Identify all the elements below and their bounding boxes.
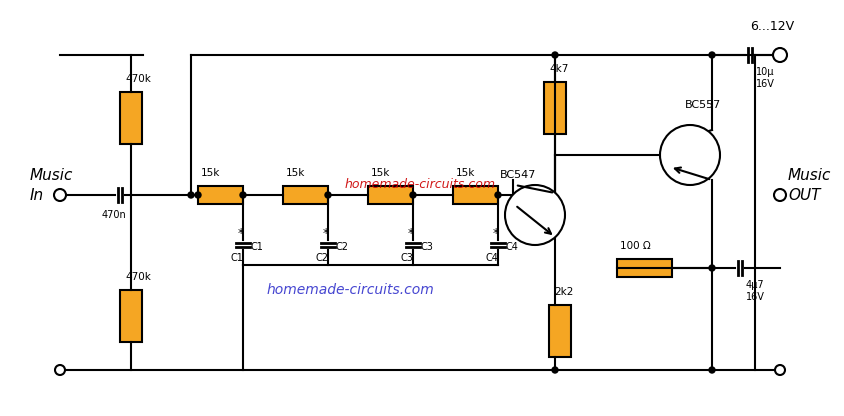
Text: C3: C3 <box>420 242 433 252</box>
Circle shape <box>409 192 415 198</box>
Circle shape <box>195 192 201 198</box>
Text: C2: C2 <box>316 253 328 263</box>
FancyBboxPatch shape <box>549 305 571 357</box>
Text: +: + <box>774 50 784 62</box>
FancyBboxPatch shape <box>283 186 327 204</box>
Text: *: * <box>238 226 244 240</box>
Text: 15k: 15k <box>285 168 305 178</box>
Circle shape <box>54 189 66 201</box>
FancyBboxPatch shape <box>197 186 243 204</box>
Text: BC557: BC557 <box>684 100 721 110</box>
FancyBboxPatch shape <box>452 186 497 204</box>
FancyBboxPatch shape <box>544 82 565 134</box>
Text: C4: C4 <box>506 242 518 252</box>
FancyBboxPatch shape <box>120 92 142 144</box>
Text: 470n: 470n <box>101 210 127 220</box>
Circle shape <box>774 365 784 375</box>
Text: 470k: 470k <box>125 74 151 84</box>
Text: 4k7: 4k7 <box>549 64 568 74</box>
Text: 0: 0 <box>57 366 63 376</box>
Text: 15k: 15k <box>371 168 390 178</box>
Circle shape <box>659 125 719 185</box>
Circle shape <box>55 365 65 375</box>
Text: *: * <box>492 226 499 240</box>
Text: In: In <box>30 188 44 203</box>
Circle shape <box>505 185 565 245</box>
Text: homemade-circuits.com: homemade-circuits.com <box>344 178 495 191</box>
Text: C1: C1 <box>251 242 263 252</box>
Circle shape <box>708 265 714 271</box>
Text: 470k: 470k <box>125 272 151 282</box>
FancyBboxPatch shape <box>616 259 671 277</box>
Text: homemade-circuits.com: homemade-circuits.com <box>266 283 433 297</box>
Text: Music: Music <box>30 168 73 183</box>
Text: Music: Music <box>787 168 830 183</box>
FancyBboxPatch shape <box>120 290 142 342</box>
Circle shape <box>708 52 714 58</box>
Circle shape <box>325 192 331 198</box>
FancyBboxPatch shape <box>368 186 413 204</box>
Text: 10µ
16V: 10µ 16V <box>755 67 774 89</box>
Text: C2: C2 <box>336 242 349 252</box>
Circle shape <box>240 192 246 198</box>
Text: C4: C4 <box>485 253 498 263</box>
Circle shape <box>772 48 786 62</box>
Text: 15k: 15k <box>201 168 220 178</box>
Text: 6...12V: 6...12V <box>749 20 793 33</box>
Text: *: * <box>408 226 414 240</box>
Text: 2k2: 2k2 <box>554 287 573 297</box>
Text: OUT: OUT <box>787 188 820 203</box>
Circle shape <box>708 367 714 373</box>
Text: *: * <box>322 226 328 240</box>
Circle shape <box>495 192 500 198</box>
Text: C3: C3 <box>401 253 414 263</box>
Circle shape <box>551 52 557 58</box>
Circle shape <box>773 189 785 201</box>
Text: C1: C1 <box>230 253 244 263</box>
Text: 4µ7
16V: 4µ7 16V <box>745 280 764 302</box>
Circle shape <box>551 367 557 373</box>
Text: 100 Ω: 100 Ω <box>619 241 650 251</box>
Text: 15k: 15k <box>456 168 475 178</box>
Text: 0: 0 <box>776 366 782 376</box>
Text: BC547: BC547 <box>500 170 536 180</box>
Circle shape <box>187 192 194 198</box>
